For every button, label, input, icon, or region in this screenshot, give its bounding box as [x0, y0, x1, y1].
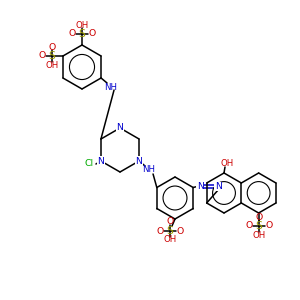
Text: O: O	[255, 212, 262, 221]
Text: OH: OH	[252, 230, 265, 239]
Text: O: O	[38, 52, 46, 61]
Text: O: O	[88, 29, 96, 38]
Text: OH: OH	[164, 236, 177, 244]
Text: NH: NH	[105, 82, 118, 91]
Text: N: N	[136, 157, 142, 166]
Text: O: O	[245, 221, 252, 230]
Text: O: O	[265, 221, 272, 230]
Text: S: S	[255, 221, 262, 231]
Text: O: O	[176, 226, 184, 236]
Text: S: S	[79, 29, 86, 39]
Text: OH: OH	[75, 20, 88, 29]
Text: O: O	[167, 218, 174, 226]
Text: N: N	[117, 124, 123, 133]
Text: O: O	[48, 43, 56, 52]
Text: OH: OH	[220, 160, 234, 169]
Text: S: S	[167, 226, 173, 236]
Text: N: N	[197, 182, 204, 191]
Text: S: S	[49, 51, 56, 61]
Text: NH: NH	[142, 166, 156, 175]
Text: Cl: Cl	[84, 160, 94, 169]
Text: O: O	[156, 226, 164, 236]
Text: N: N	[98, 157, 104, 166]
Text: N: N	[215, 182, 222, 191]
Text: O: O	[68, 29, 76, 38]
Text: OH: OH	[45, 61, 58, 70]
